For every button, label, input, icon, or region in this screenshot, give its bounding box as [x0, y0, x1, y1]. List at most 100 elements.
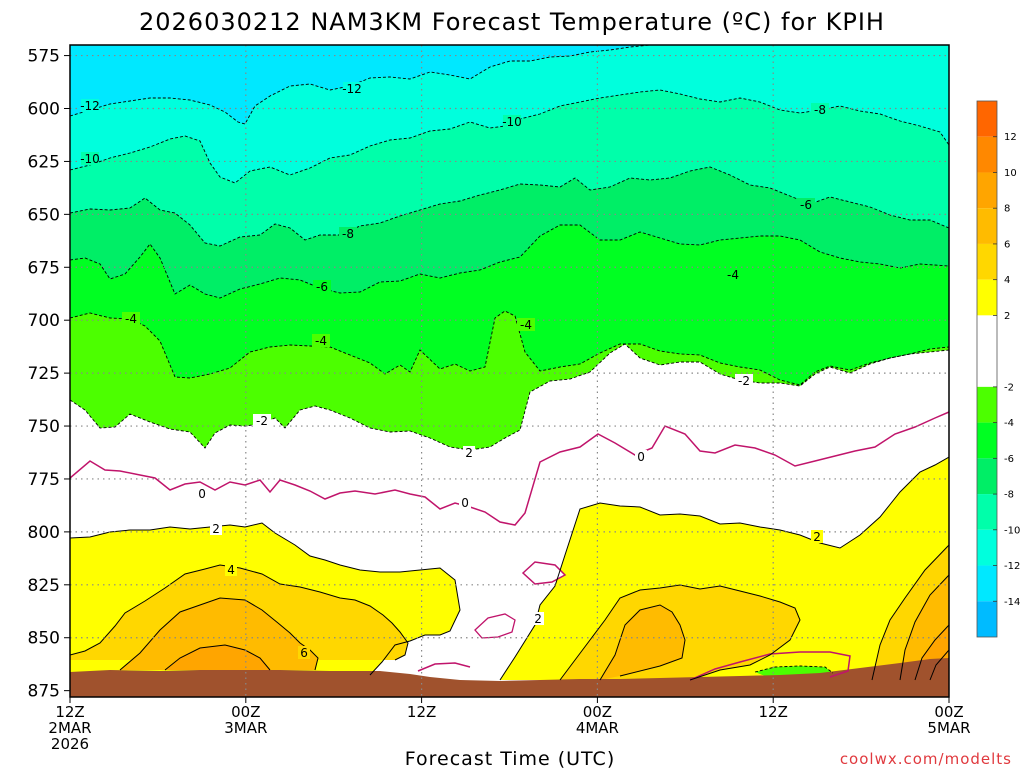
contour-zero-low [689, 651, 851, 681]
colorbar-label: -14 [1004, 597, 1020, 608]
svg-text:0: 0 [637, 450, 645, 464]
plot-area: -12 -12 -10 -10 -8 -8 -6 -6 -4 -4 -4 -4 … [69, 44, 950, 698]
contour-zero-blob1 [521, 561, 567, 585]
contour-label: -6 [797, 198, 815, 212]
colorbar-label: 6 [1004, 239, 1010, 250]
ground-layer [70, 658, 949, 697]
svg-text:2: 2 [534, 612, 542, 626]
svg-text:-4: -4 [520, 318, 532, 332]
y-tick-label: 800 [28, 523, 60, 543]
colorbar-band [977, 172, 997, 209]
colorbar-band [977, 243, 997, 280]
contour-label: -4 [517, 318, 535, 332]
x-axis-label: Forecast Time (UTC) [405, 748, 615, 768]
colorbar-label: 4 [1004, 275, 1010, 286]
x-tick-label: 12Z [55, 703, 84, 721]
y-tick-label: 725 [28, 364, 60, 384]
contour-minus8 [70, 166, 949, 247]
y-tick-label: 700 [28, 311, 60, 331]
colorbar-band [977, 458, 997, 495]
contour-label: -2 [735, 374, 753, 388]
colorbar-label: -6 [1004, 454, 1014, 465]
colorbar-band [977, 101, 997, 137]
band-white-blob [475, 562, 565, 638]
colorbar-label: -12 [1004, 561, 1020, 572]
credit-link[interactable]: coolwx.com/modelts [840, 750, 1012, 768]
svg-text:-4: -4 [727, 268, 739, 282]
svg-text:-2: -2 [738, 374, 750, 388]
svg-text:2: 2 [212, 522, 220, 536]
colorbar-label: 12 [1004, 132, 1017, 143]
contour-minus6 [70, 224, 949, 299]
contour-zero [70, 411, 949, 526]
contour-plus2-blob [474, 613, 516, 639]
contour-plus6-east [599, 604, 686, 681]
contour-label: -6 [313, 280, 331, 294]
x-tick-label: 5MAR [927, 719, 970, 737]
colorbar: 12 10 8 6 4 2 -2 -4 -6 -8 -10 -12 -14 [976, 100, 1020, 638]
colorbar-band [977, 208, 997, 244]
svg-text:-2: -2 [256, 414, 268, 428]
colorbar-label: -2 [1004, 382, 1014, 393]
y-tick-label: 650 [28, 205, 60, 225]
contour-minus10 [70, 89, 949, 184]
contour-label: -10 [80, 152, 100, 166]
contour-minus2-low [754, 665, 834, 674]
x-tick-label: 00Z [231, 703, 260, 721]
contour-label: -12 [80, 99, 100, 113]
colorbar-band [977, 136, 997, 173]
contour-label: 6 [298, 646, 310, 660]
chart-title: 2026030212 NAM3KM Forecast Temperature (… [139, 8, 885, 36]
y-tick-label: 575 [28, 47, 60, 67]
svg-text:4: 4 [227, 563, 235, 577]
contour-label: 0 [635, 450, 647, 464]
contour-plus4-east [559, 584, 801, 681]
y-tick-label: 600 [28, 100, 60, 120]
x-tick-label: 00Z [583, 703, 612, 721]
contour-label: 0 [196, 487, 208, 501]
x-tick-label: 00Z [934, 703, 963, 721]
contour-labels: -12 -12 -10 -10 -8 -8 -6 -6 -4 -4 -4 -4 … [80, 82, 829, 660]
contour-label: 0 [459, 496, 471, 510]
temperature-fill-layer [70, 45, 949, 697]
colorbar-label: 2 [1004, 311, 1010, 322]
colorbar-band [977, 279, 997, 316]
y-tick-label: 875 [28, 682, 60, 702]
contour-lines [70, 45, 949, 681]
y-tick-label: 825 [28, 576, 60, 596]
y-tick-label: 775 [28, 470, 60, 490]
svg-text:-8: -8 [814, 103, 826, 117]
y-tick-label: 625 [28, 152, 60, 172]
svg-text:-10: -10 [80, 152, 100, 166]
contour-plus8 [164, 644, 271, 671]
contour-label: 2 [811, 530, 823, 544]
plot-frame [69, 44, 950, 698]
y-tick-label: 675 [28, 258, 60, 278]
x-tick-label: 12Z [407, 703, 436, 721]
colorbar-band [977, 529, 997, 566]
svg-text:2: 2 [813, 530, 821, 544]
svg-text:-4: -4 [315, 334, 327, 348]
contour-plus2 [70, 522, 461, 676]
contour-label: -8 [339, 227, 357, 241]
contour-plus4 [70, 564, 409, 661]
x-tick-label: 4MAR [576, 719, 619, 737]
colorbar-label: 8 [1004, 204, 1010, 215]
svg-text:-4: -4 [125, 312, 137, 326]
contour-label: -8 [811, 103, 829, 117]
colorbar-frame [976, 100, 998, 638]
contour-minus4 [70, 310, 949, 386]
y-tick-label: 850 [28, 629, 60, 649]
contour-plus8-far-east [914, 624, 949, 681]
contour-plus2-east [499, 456, 949, 681]
contour-zero-blob2 [417, 662, 471, 672]
svg-text:-12: -12 [80, 99, 100, 113]
contour-plus4-far-east [871, 544, 949, 681]
contour-minus12 [70, 45, 651, 125]
contour-label: 2 [532, 612, 544, 626]
contour-plus10-far-east [929, 649, 949, 681]
contour-label: -2 [253, 414, 271, 428]
svg-text:-8: -8 [342, 227, 354, 241]
